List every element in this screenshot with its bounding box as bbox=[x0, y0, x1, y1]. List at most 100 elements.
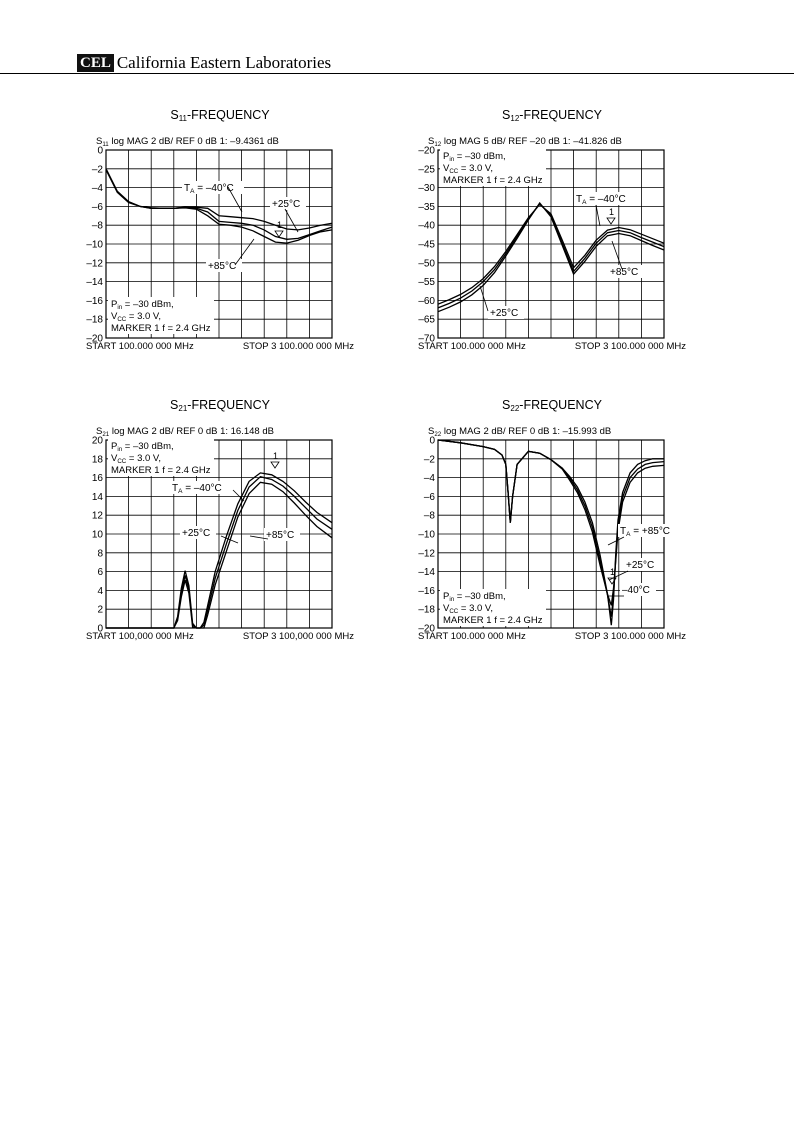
note-line: MARKER 1 f = 2.4 GHz bbox=[111, 323, 211, 334]
y-tick-label: –10 bbox=[418, 530, 435, 541]
y-tick-label: –65 bbox=[418, 315, 435, 326]
temp-label-ta: TA = –40°C bbox=[172, 483, 222, 495]
temp-label-ta: TA = –40°C bbox=[184, 183, 234, 195]
marker-label: 1 bbox=[273, 451, 278, 461]
temp-label-85c: +85°C bbox=[610, 267, 638, 278]
conditions-note: Pin = –30 dBm,VCC = 3.0 V,MARKER 1 f = 2… bbox=[108, 439, 214, 476]
y-tick-label: –6 bbox=[92, 202, 104, 213]
label-background bbox=[206, 259, 242, 272]
temp-label-25c: +25°C bbox=[626, 560, 654, 571]
y-tick-label: 12 bbox=[92, 511, 104, 522]
y-tick-label: –45 bbox=[418, 240, 435, 251]
y-tick-label: 4 bbox=[97, 586, 103, 597]
chart-title: S11-FREQUENCY bbox=[170, 108, 270, 123]
page-header: CEL California Eastern Laboratories bbox=[77, 52, 331, 74]
note-line: MARKER 1 f = 2.4 GHz bbox=[443, 175, 543, 186]
cel-logo: CEL bbox=[77, 54, 114, 72]
temp-label-ta: TA = +85°C bbox=[620, 526, 670, 538]
marker-label: 1 bbox=[609, 207, 614, 217]
label-background bbox=[182, 181, 244, 194]
start-frequency-label: START 100,000 000 MHz bbox=[86, 631, 194, 642]
y-tick-label: –8 bbox=[92, 221, 104, 232]
y-tick-label: –6 bbox=[424, 492, 436, 503]
chart-title: S12-FREQUENCY bbox=[502, 108, 602, 123]
conditions-note: Pin = –30 dBm,VCC = 3.0 V,MARKER 1 f = 2… bbox=[440, 589, 546, 626]
y-tick-label: –10 bbox=[86, 240, 103, 251]
label-background bbox=[270, 197, 306, 210]
y-tick-label: –8 bbox=[424, 511, 436, 522]
marker-triangle-icon bbox=[607, 577, 617, 585]
note-line: Pin = –30 dBm, bbox=[443, 591, 506, 603]
temp-label-25c: +25°C bbox=[490, 308, 518, 319]
series-line bbox=[106, 481, 333, 629]
plot-s11: S11 log MAG 2 dB/ REF 0 dB 1: –9.4361 dB… bbox=[86, 136, 354, 352]
y-tick-label: 8 bbox=[97, 548, 103, 559]
plot-s12: S12 log MAG 5 dB/ REF –20 dB 1: –41.826 … bbox=[418, 136, 686, 352]
annotation-arrow bbox=[607, 536, 625, 546]
y-tick-label: –16 bbox=[418, 586, 435, 597]
chart-s11: S11-FREQUENCY S11 log MAG 2 dB/ REF 0 dB… bbox=[80, 108, 360, 358]
y-tick-label: –16 bbox=[86, 296, 103, 307]
note-line: MARKER 1 f = 2.4 GHz bbox=[443, 615, 543, 626]
marker-triangle-icon bbox=[606, 217, 616, 225]
plot-s22: S22 log MAG 2 dB/ REF 0 dB 1: –15.993 dB… bbox=[418, 426, 686, 642]
series-line bbox=[105, 168, 333, 244]
stop-frequency-label: STOP 3 100,000 000 MHz bbox=[243, 631, 354, 642]
y-tick-label: –12 bbox=[86, 258, 103, 269]
y-tick-label: –4 bbox=[424, 473, 436, 484]
y-tick-label: –18 bbox=[418, 605, 435, 616]
plot-frame bbox=[105, 439, 333, 629]
start-frequency-label: START 100.000 000 MHz bbox=[418, 631, 526, 642]
chart-s12: S12-FREQUENCY S12 log MAG 5 dB/ REF –20 … bbox=[412, 108, 692, 358]
note-line: VCC = 3.0 V, bbox=[111, 453, 161, 465]
annotation-arrow bbox=[611, 240, 623, 270]
series-line bbox=[437, 201, 665, 313]
annotation-arrow bbox=[234, 238, 255, 266]
y-tick-label: –12 bbox=[418, 548, 435, 559]
y-tick-label: –2 bbox=[424, 454, 436, 465]
conditions-note: Pin = –30 dBm,VCC = 3.0 V,MARKER 1 f = 2… bbox=[440, 149, 546, 186]
note-background bbox=[108, 439, 214, 476]
plot-header-text: S11 log MAG 2 dB/ REF 0 dB 1: –9.4361 dB bbox=[96, 136, 279, 148]
y-tick-label: –20 bbox=[86, 334, 103, 345]
y-tick-label: 2 bbox=[97, 605, 103, 616]
chart-title: S22-FREQUENCY bbox=[502, 398, 602, 413]
marker-label: 1 bbox=[277, 220, 282, 230]
y-tick-label: –14 bbox=[86, 277, 103, 288]
y-tick-label: –18 bbox=[86, 315, 103, 326]
label-background bbox=[180, 526, 216, 539]
series-line bbox=[437, 203, 665, 305]
conditions-note: Pin = –30 dBm,VCC = 3.0 V,MARKER 1 f = 2… bbox=[108, 297, 214, 334]
y-tick-label: 0 bbox=[429, 436, 435, 447]
y-tick-label: 14 bbox=[92, 492, 104, 503]
label-background bbox=[488, 306, 524, 319]
series-line bbox=[437, 202, 665, 309]
series-line bbox=[437, 439, 665, 606]
marker-label: 1 bbox=[610, 567, 615, 577]
plot-frame bbox=[105, 149, 333, 339]
y-tick-label: 16 bbox=[92, 473, 104, 484]
y-tick-label: –50 bbox=[418, 258, 435, 269]
annotation-arrow bbox=[595, 204, 601, 227]
plot-header-text: S22 log MAG 2 dB/ REF 0 dB 1: –15.993 dB bbox=[428, 426, 611, 438]
y-tick-label: –20 bbox=[418, 624, 435, 635]
temp-label-ta: TA = –40°C bbox=[576, 194, 626, 206]
y-tick-label: 20 bbox=[92, 436, 104, 447]
y-tick-label: –2 bbox=[92, 164, 104, 175]
stop-frequency-label: STOP 3 100.000 000 MHz bbox=[243, 341, 354, 352]
chart-s22: S22-FREQUENCY S22 log MAG 2 dB/ REF 0 dB… bbox=[412, 398, 692, 648]
company-name: California Eastern Laboratories bbox=[116, 53, 332, 72]
start-frequency-label: START 100.000 000 MHz bbox=[86, 341, 194, 352]
note-background bbox=[108, 297, 214, 334]
y-tick-label: –60 bbox=[418, 296, 435, 307]
y-tick-label: 0 bbox=[97, 146, 103, 157]
y-tick-label: –70 bbox=[418, 334, 435, 345]
y-tick-label: –25 bbox=[418, 164, 435, 175]
label-background bbox=[618, 524, 680, 537]
label-background bbox=[170, 481, 232, 494]
annotation-arrow bbox=[232, 489, 245, 502]
y-tick-label: –14 bbox=[418, 567, 435, 578]
y-tick-label: 10 bbox=[92, 530, 104, 541]
y-tick-label: –20 bbox=[418, 146, 435, 157]
start-frequency-label: START 100.000 000 MHz bbox=[418, 341, 526, 352]
